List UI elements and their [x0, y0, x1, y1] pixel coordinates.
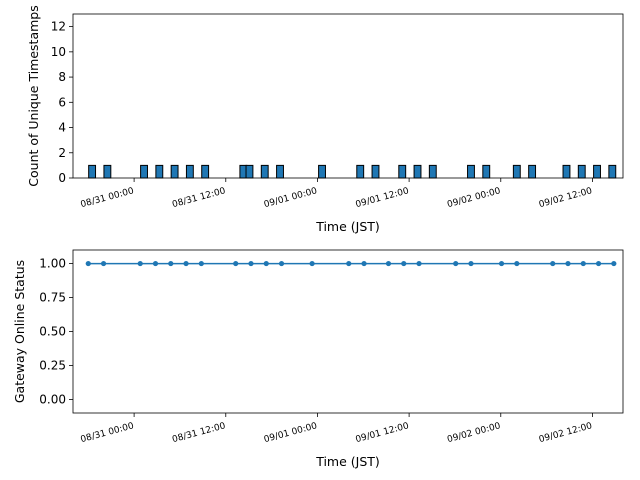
- y-tick-label: 10: [51, 45, 66, 59]
- count-bar: [185, 164, 194, 179]
- status-point: [309, 260, 315, 267]
- status-point: [565, 260, 571, 267]
- x-tick-label: 09/02 12:00: [538, 421, 594, 445]
- count-bar: [467, 164, 475, 179]
- status-point: [168, 260, 174, 267]
- y-tick-label: 0.50: [39, 325, 66, 339]
- x-tick-label: 08/31 00:00: [80, 421, 136, 445]
- y-tick-label: 1.00: [39, 257, 66, 271]
- status-point: [346, 260, 352, 267]
- status-point: [361, 260, 367, 267]
- status-point: [233, 260, 239, 267]
- status-point: [85, 260, 91, 267]
- status-point: [278, 260, 285, 267]
- status-point: [198, 260, 204, 267]
- count-bar: [562, 164, 571, 179]
- count-bar: [577, 164, 586, 179]
- status-point: [453, 260, 459, 267]
- count-bar: [482, 164, 491, 179]
- x-tick-label: 09/01 12:00: [355, 186, 411, 210]
- y-tick-label: 0.00: [39, 392, 66, 406]
- x-tick-label: 09/01 00:00: [263, 421, 319, 445]
- y-axis-label: Count of Unique Timestamps: [26, 5, 41, 186]
- plot-frame: [72, 13, 624, 179]
- y-tick-label: 8: [58, 70, 66, 84]
- count-bar: [428, 164, 437, 179]
- status-point: [416, 260, 422, 267]
- x-tick-label: 09/02 00:00: [446, 186, 502, 210]
- status-point: [183, 260, 189, 267]
- count-bar: [245, 164, 254, 179]
- status-point: [137, 260, 143, 267]
- status-point: [401, 260, 407, 267]
- status-point: [100, 260, 107, 267]
- y-tick-label: 12: [51, 20, 66, 34]
- x-tick-label: 09/02 12:00: [538, 186, 594, 210]
- x-tick-label: 08/31 12:00: [171, 421, 227, 445]
- bottom-panel-status-chart: 08/31 00:00 08/31 12:00 09/01 00:00 09/01 1…: [12, 249, 624, 469]
- count-bar: [88, 164, 97, 179]
- plot-frame: [72, 249, 624, 414]
- y-tick-label: 6: [58, 95, 66, 109]
- status-point: [385, 260, 392, 267]
- status-point: [580, 260, 586, 267]
- count-bar: [371, 164, 380, 179]
- status-point: [595, 260, 602, 267]
- count-bar: [140, 164, 148, 179]
- count-bar: [103, 164, 112, 179]
- x-tick-label: 09/01 00:00: [263, 186, 319, 210]
- x-tick-label: 09/01 12:00: [355, 421, 411, 445]
- status-point: [514, 260, 520, 267]
- count-bar: [398, 164, 407, 179]
- status-point: [263, 260, 269, 267]
- x-axis-label: Time (JST): [315, 454, 380, 469]
- count-bar: [593, 164, 601, 179]
- y-tick-label: 4: [58, 121, 66, 135]
- count-bar: [170, 164, 179, 179]
- y-tick-label: 2: [58, 146, 66, 160]
- y-axis-label: Gateway Online Status: [12, 260, 27, 403]
- count-bar: [512, 164, 521, 179]
- count-bar: [318, 164, 326, 179]
- x-tick-label: 08/31 12:00: [171, 186, 227, 210]
- count-bar: [608, 164, 617, 179]
- count-bar: [356, 164, 365, 179]
- status-point: [248, 260, 254, 267]
- count-bar: [528, 164, 537, 179]
- status-point: [468, 260, 474, 267]
- y-tick-label: 0.25: [39, 358, 66, 372]
- status-point: [611, 260, 617, 267]
- status-point: [152, 260, 159, 267]
- y-tick-label: 0.75: [39, 291, 66, 305]
- count-bar: [201, 164, 210, 179]
- x-axis-label: Time (JST): [315, 219, 380, 234]
- x-tick-label: 08/31 00:00: [80, 186, 136, 210]
- count-bar: [276, 164, 284, 179]
- top-panel-count-chart: 08/31 00:00 08/31 12:00 09/01 00:00 09/01 1…: [26, 5, 624, 234]
- count-bar: [260, 164, 269, 179]
- x-tick-label: 09/02 00:00: [446, 421, 502, 445]
- count-bar: [413, 164, 422, 179]
- status-point: [550, 260, 556, 267]
- count-bar: [155, 164, 164, 179]
- y-tick-label: 0: [58, 171, 66, 185]
- status-point: [498, 260, 505, 267]
